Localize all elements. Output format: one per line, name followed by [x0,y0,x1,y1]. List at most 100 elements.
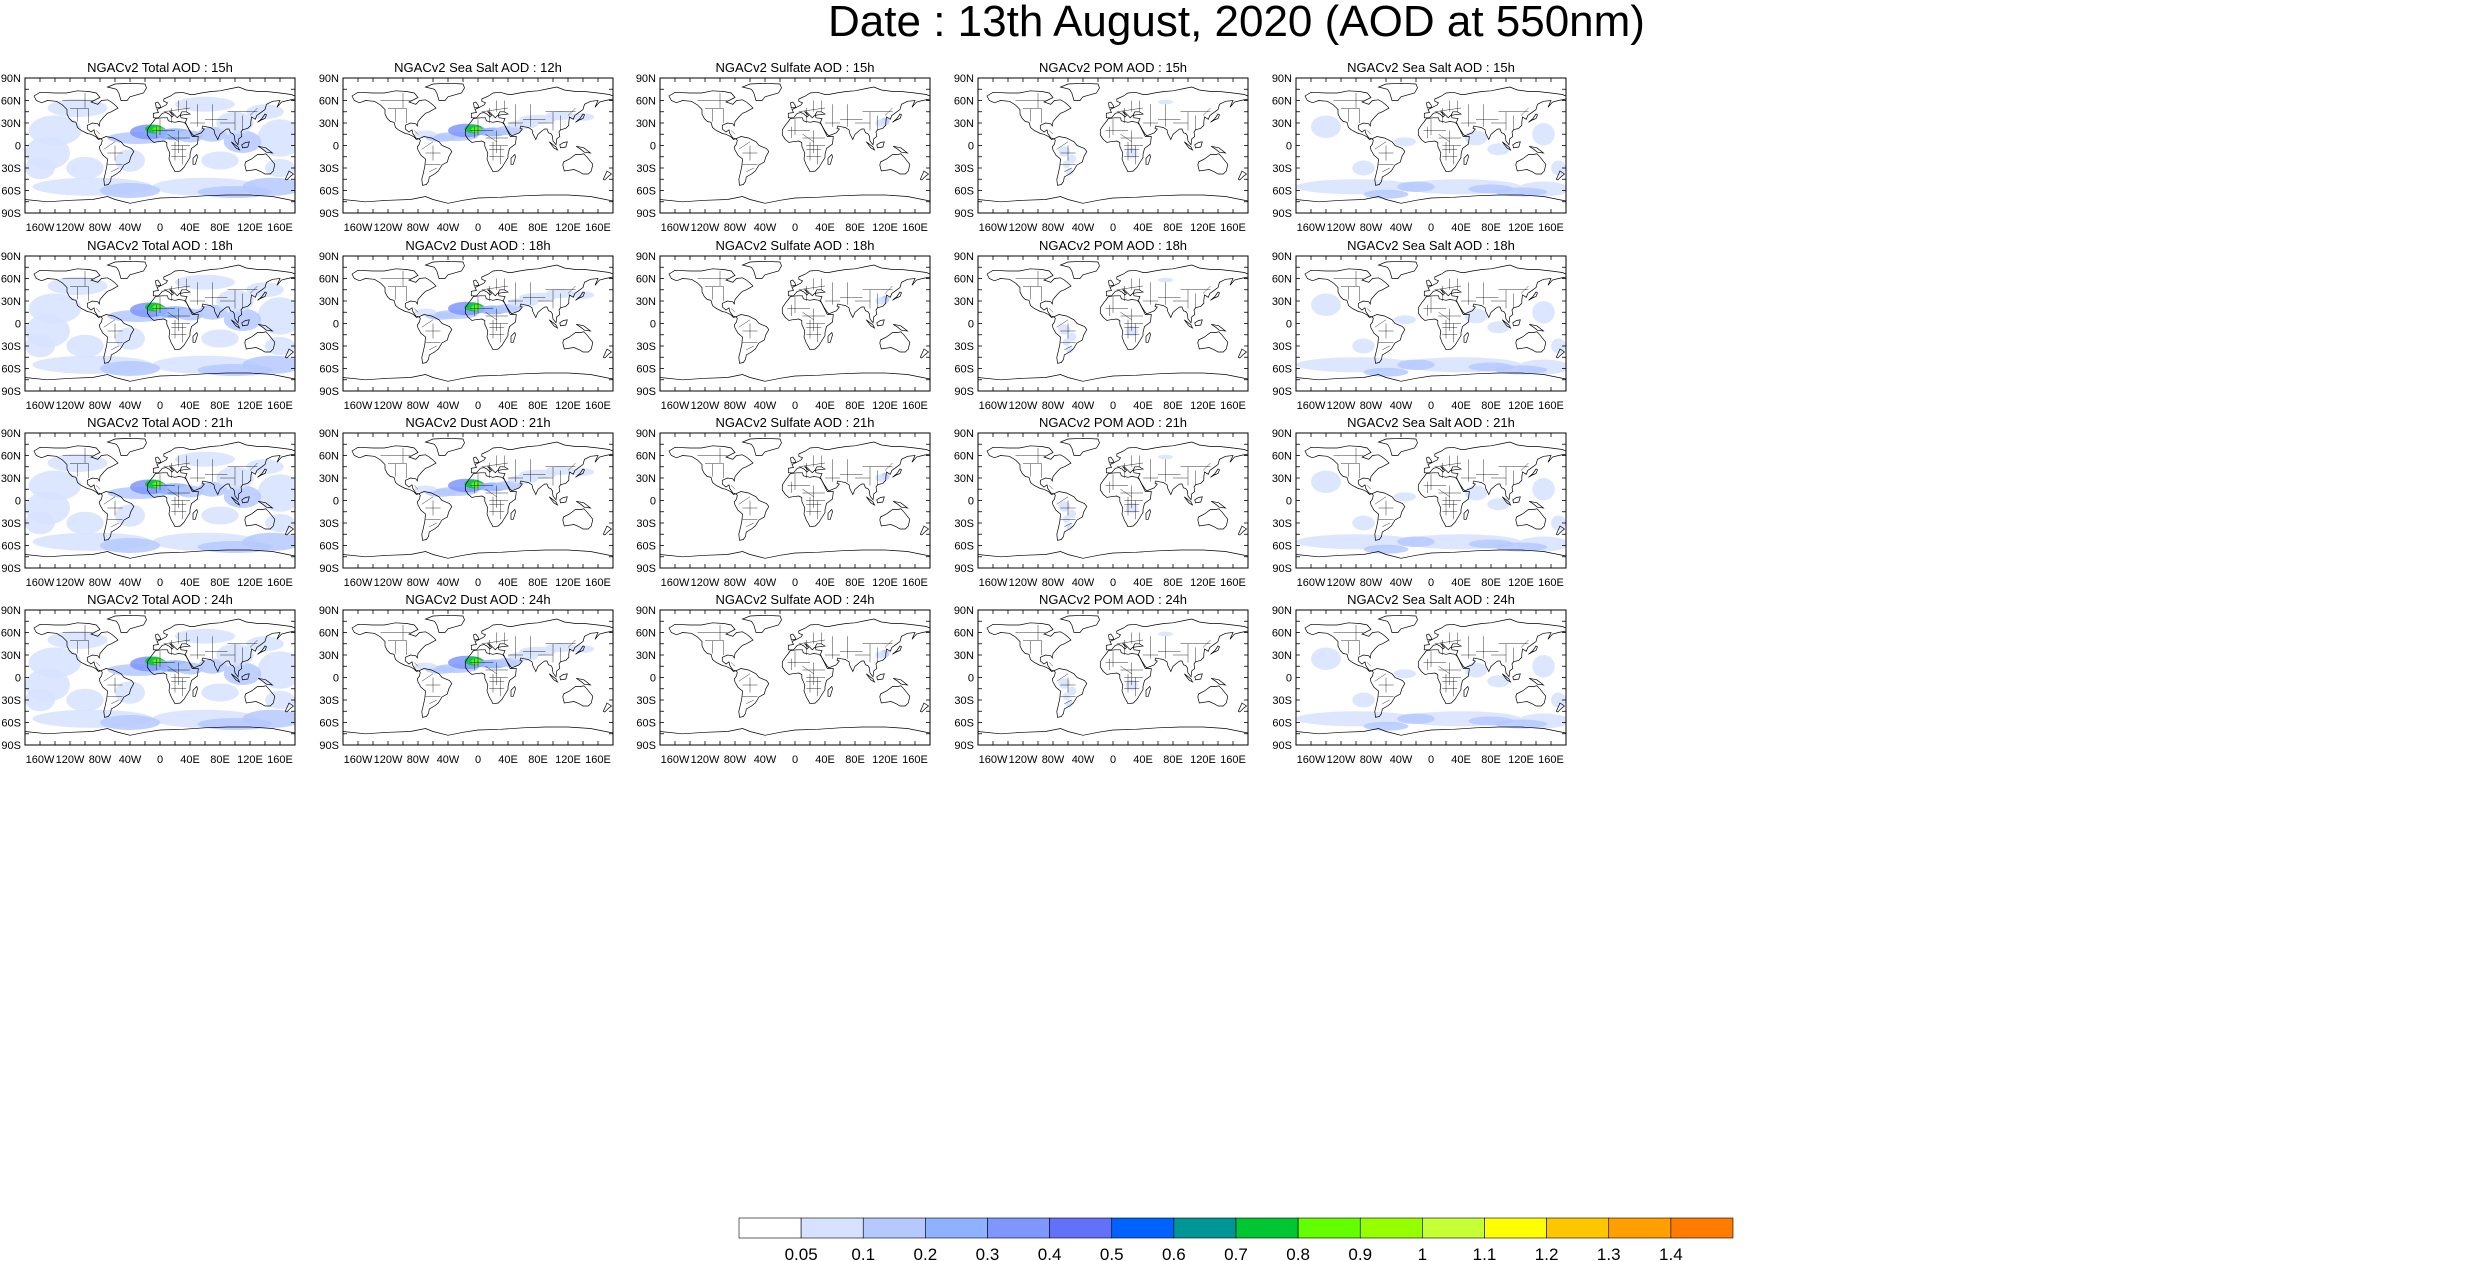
country-border [738,496,751,505]
lat-label: 90S [1272,563,1292,575]
coastline [106,614,147,633]
lon-label: 40E [498,222,518,234]
aod-region [100,538,160,553]
coastline [575,645,585,655]
coastline [986,90,1072,140]
lon-label: 120W [1327,754,1356,766]
coastline [424,82,465,101]
coastline [1463,508,1469,520]
lat-label: 90S [1,386,21,398]
lat-label: 30N [636,296,656,308]
colorbar-bin [738,1217,802,1239]
colorbar-bin [1608,1217,1672,1239]
aod-region [1551,515,1566,531]
country-border [1049,662,1054,667]
lon-label: 160E [1538,754,1564,766]
aod-region [1393,669,1416,679]
coastline [1502,141,1512,151]
country-border [884,107,893,116]
panel-title: NGACv2 Dust AOD : 21h [405,415,550,430]
coastline [25,194,295,204]
coastline [106,260,147,279]
lon-label: 80E [210,577,230,589]
lat-label: 30S [319,341,339,353]
lon-label: 40W [1072,400,1095,412]
coastline [343,726,613,736]
aod-region [176,308,204,321]
country-border [1064,699,1072,704]
lon-label: 40E [1451,577,1471,589]
lon-label: 160W [1297,222,1326,234]
coastline [733,668,770,718]
coastline [1512,319,1521,327]
lat-label: 90S [1,563,21,575]
lon-label: 120W [1009,222,1038,234]
aod-region [1468,362,1514,372]
aod-region [1464,485,1488,501]
coastline [231,141,241,151]
coastline [424,260,465,279]
coastline [733,491,770,541]
coastline [1194,141,1203,149]
aod-region [1158,454,1173,460]
lon-label: 80E [1163,400,1183,412]
coastline [986,268,1072,318]
lon-label: 160E [267,754,293,766]
coastline [1145,685,1151,697]
coastline [827,508,833,520]
lon-label: 160W [1297,400,1326,412]
country-border [249,107,258,116]
lon-label: 80E [1481,577,1501,589]
lon-label: 80E [1481,754,1501,766]
coastline [892,113,902,123]
country-border [103,673,116,682]
aod-region [1464,662,1488,678]
coastline [733,136,770,186]
coastline [1059,437,1100,456]
coastline [464,117,517,173]
coastline [510,331,516,343]
coastline [241,319,250,327]
lon-label: 160W [344,577,373,589]
lon-label: 120W [691,400,720,412]
lon-label: 80W [1360,754,1383,766]
country-border [429,345,437,350]
aod-region [25,156,55,180]
coastline [1555,170,1566,181]
coastline [155,101,162,109]
coastline [1237,702,1248,713]
country-border [103,496,116,505]
lon-label: 40E [1133,754,1153,766]
panel-title: NGACv2 Dust AOD : 24h [405,592,550,607]
lon-label: 160W [344,400,373,412]
country-border [414,308,419,313]
coastline [192,685,198,697]
lon-label: 0 [157,754,163,766]
coastline [416,491,453,541]
coastline [562,153,594,175]
coastline [1051,136,1088,186]
lon-label: 120E [555,222,581,234]
lon-label: 40E [815,577,835,589]
lon-label: 80E [1163,577,1183,589]
country-border [731,662,736,667]
lon-label: 0 [1428,222,1434,234]
lat-label: 30N [954,296,974,308]
coastline [146,472,199,528]
aod-region [1468,716,1514,726]
map-panel: NGACv2 POM AOD : 21h 90N 60N 30N 0 30S 60S 90S 1… [954,415,1249,589]
coastline [192,331,198,343]
lon-label: 160W [344,754,373,766]
map-panel: NGACv2 Dust AOD : 18h 90N 60N 30N 0 30S 60S 90S… [319,238,614,412]
country-border [738,673,751,682]
country-border [1367,485,1372,490]
country-border [1374,496,1387,505]
map-panel: NGACv2 Sea Salt AOD : 24h 90N 60N 30N 0 30S 60… [1272,592,1567,766]
lon-label: 120E [555,577,581,589]
coastline [1417,117,1470,173]
coastline [827,331,833,343]
coastline [192,153,198,165]
coastline [1515,685,1547,707]
lon-label: 120E [237,754,263,766]
aod-region [1487,321,1510,334]
